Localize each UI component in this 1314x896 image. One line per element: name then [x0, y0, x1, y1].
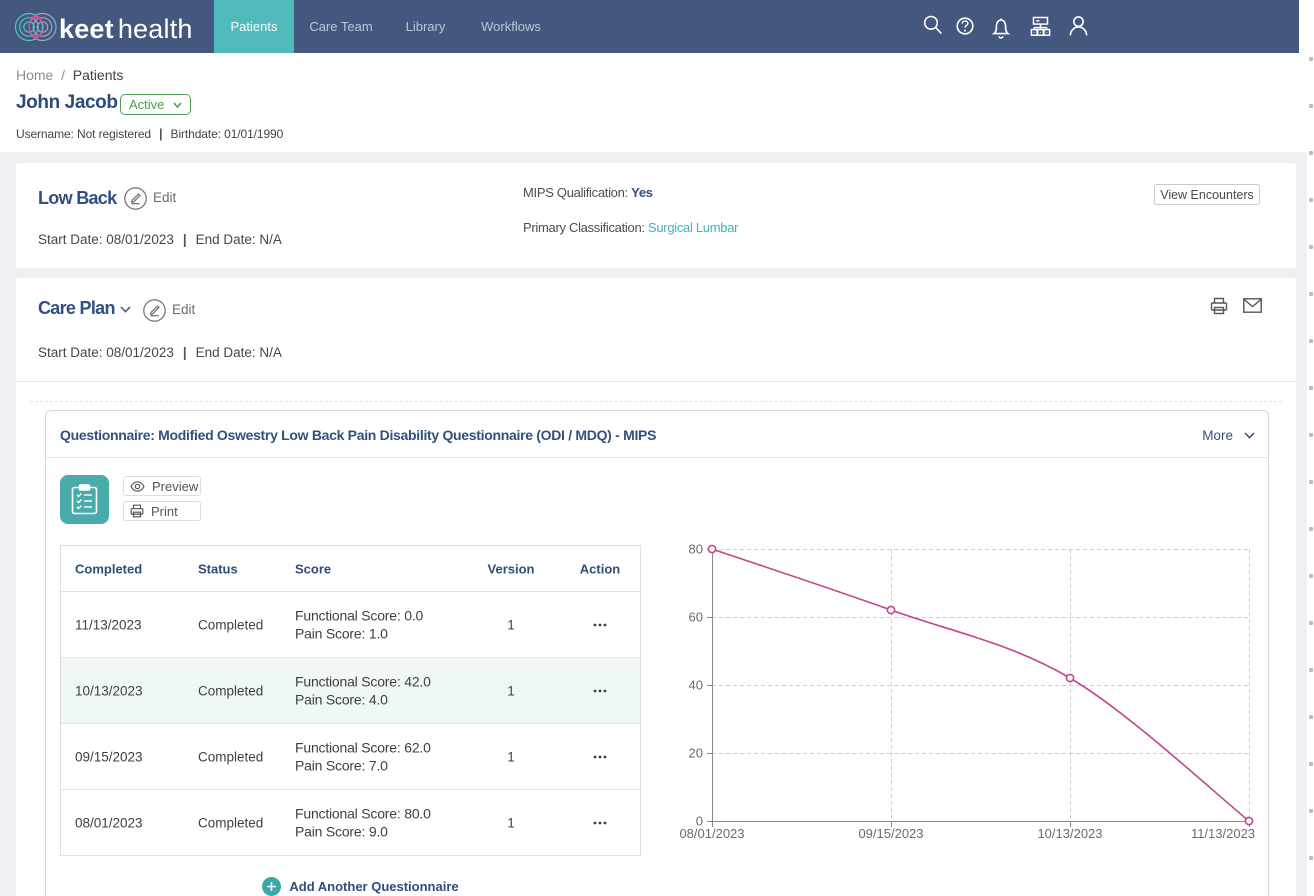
- svg-text:08/01/2023: 08/01/2023: [679, 826, 744, 841]
- svg-text:60: 60: [689, 610, 703, 625]
- svg-text:09/15/2023: 09/15/2023: [858, 826, 923, 841]
- svg-text:0: 0: [696, 814, 703, 829]
- svg-text:10/13/2023: 10/13/2023: [1037, 826, 1102, 841]
- svg-text:40: 40: [689, 678, 703, 693]
- svg-text:20: 20: [689, 746, 703, 761]
- svg-text:11/13/2023: 11/13/2023: [1191, 826, 1255, 841]
- svg-text:80: 80: [689, 542, 703, 557]
